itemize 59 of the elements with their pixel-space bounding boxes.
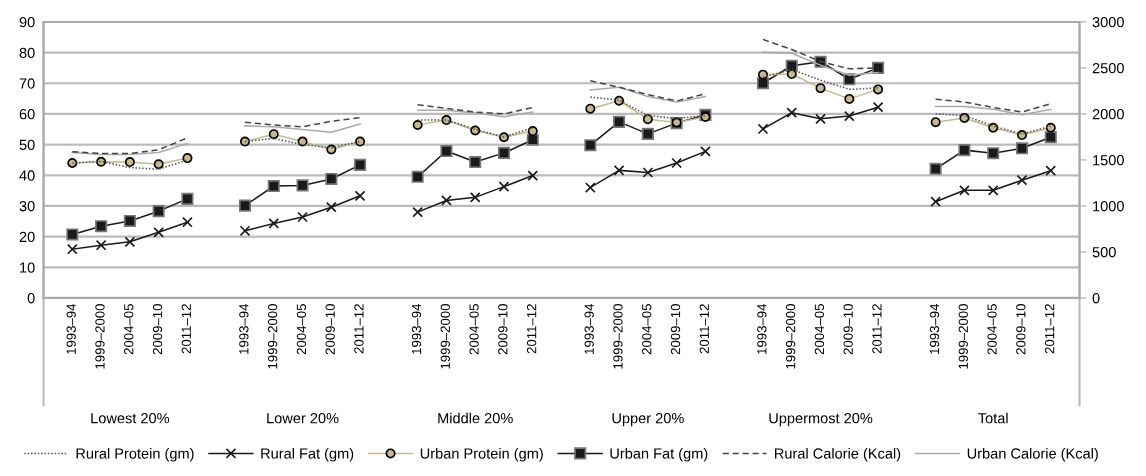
y2-tick-label: 500 <box>1092 247 1116 258</box>
x-tick-label: 1999–2000 <box>613 304 623 369</box>
x-tick-label: 2009–10 <box>152 304 163 355</box>
y-tick-label: 0 <box>27 293 35 304</box>
x-tick-label: 1999–2000 <box>267 304 278 369</box>
x-tick-label: 1993–94 <box>66 303 76 354</box>
x-tick-label: 2004–05 <box>814 304 825 355</box>
x-tick-label: 2009–10 <box>670 304 681 355</box>
y-tick-label: 10 <box>20 262 35 273</box>
text: Lowest 20% <box>91 413 170 424</box>
y-tick-label: 90 <box>19 17 35 28</box>
y-tick-label: 80 <box>19 47 35 58</box>
text: Middle 20% <box>438 412 513 424</box>
x-tick-label: 1999–2000 <box>785 304 796 369</box>
y-tick-label: 20 <box>19 231 35 243</box>
x-tick-label: 1999–2000 <box>440 304 450 369</box>
legend-label: Urban Calorie (Kcal) <box>967 447 1098 462</box>
y2-tick-label: 2000 <box>1092 109 1124 120</box>
x-tick-label: 2011–12 <box>526 304 537 354</box>
x-tick-label: 1993–94 <box>584 303 594 354</box>
x-tick-label: 2004–05 <box>987 304 997 355</box>
text: Lower 20% <box>267 413 339 424</box>
x-tick-label: 2011–12 <box>1044 304 1055 354</box>
x-tick-label: 2011–12 <box>699 304 709 354</box>
legend-label: Rural Calorie (Kcal) <box>775 447 901 462</box>
y2-tick-label: 0 <box>1092 293 1100 304</box>
legend-label: Rural Fat (gm) <box>261 447 354 462</box>
x-tick-label: 2011–12 <box>354 304 364 354</box>
y2-tick-label: 3000 <box>1092 17 1124 28</box>
y-tick-label: 40 <box>19 170 35 181</box>
x-tick-label: 2011–12 <box>872 304 882 354</box>
x-tick-label: 1999–2000 <box>958 304 968 369</box>
x-tick-label: 2004–05 <box>642 304 652 355</box>
y2-tick-label: 1000 <box>1093 201 1124 212</box>
y2-tick-label: 1500 <box>1093 155 1124 166</box>
x-tick-label: 2004–05 <box>469 304 479 355</box>
legend-label: Urban Protein (gm) <box>420 447 543 462</box>
y-tick-label: 50 <box>19 139 35 151</box>
y-tick-label: 60 <box>19 109 35 120</box>
text: Uppermost 20% <box>769 413 873 427</box>
text: Upper 20% <box>612 413 684 427</box>
x-tick-label: 1993–94 <box>757 303 767 354</box>
x-tick-label: 1993–94 <box>929 303 940 354</box>
x-tick-label: 1993–94 <box>411 303 422 354</box>
x-tick-label: 2011–12 <box>181 304 191 354</box>
x-tick-label: 2009–10 <box>498 304 508 355</box>
y2-tick-label: 2500 <box>1092 63 1124 74</box>
y-tick-label: 70 <box>19 78 35 89</box>
x-tick-label: 1993–94 <box>239 303 249 354</box>
x-tick-label: 2009–10 <box>1016 304 1026 355</box>
x-tick-label: 2004–05 <box>124 304 134 355</box>
x-tick-label: 2009–10 <box>325 304 335 355</box>
text: Total <box>978 412 1008 424</box>
legend-label: Urban Fat (gm) <box>610 447 708 462</box>
y-tick-label: 30 <box>19 201 35 212</box>
legend-label: Rural Protein (gm) <box>76 447 194 462</box>
x-tick-label: 2004–05 <box>296 304 307 355</box>
x-tick-label: 1999–2000 <box>95 304 105 369</box>
x-tick-label: 2009–10 <box>843 304 853 355</box>
